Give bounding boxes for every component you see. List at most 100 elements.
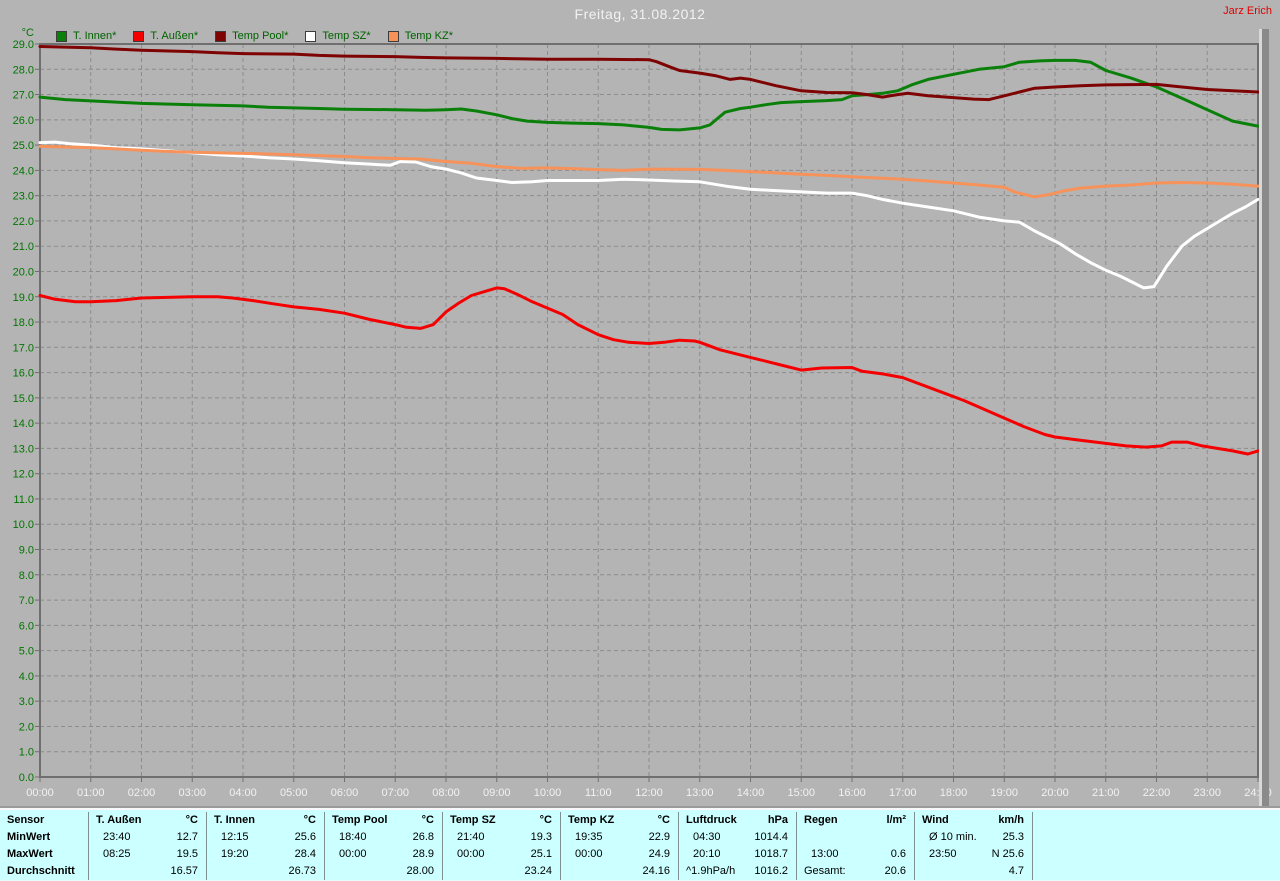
y-axis-tick-label: 6.0 bbox=[19, 620, 34, 632]
chart-pane: Freitag, 31.08.2012 Jarz Erich T. Innen*… bbox=[0, 0, 1280, 806]
stats-max-value: 25.1 bbox=[530, 848, 552, 860]
stats-avg-label bbox=[561, 863, 626, 880]
stats-min-value: 25.3 bbox=[1002, 831, 1024, 843]
stats-max-time: 00:00 bbox=[339, 848, 367, 860]
stats-min-value: 25.6 bbox=[294, 831, 316, 843]
stats-avg-label: ^1.9hPa/h bbox=[686, 865, 736, 877]
y-axis-tick-label: 28.0 bbox=[13, 64, 34, 76]
stats-col-header: T. Innen bbox=[214, 814, 255, 826]
stats-col-unit: °C bbox=[185, 814, 198, 826]
stats-max-time: 20:10 bbox=[693, 848, 721, 860]
stats-column-temp-pool: Temp Pool °C 18:40 26.8 00:00 28.9 28.00 bbox=[324, 812, 442, 880]
stats-min-time: 21:40 bbox=[457, 831, 485, 843]
y-axis-tick-label: 15.0 bbox=[13, 393, 34, 405]
y-axis-tick-label: 5.0 bbox=[19, 646, 34, 658]
stats-col-header: Wind bbox=[922, 814, 949, 826]
stats-col-header: Temp Pool bbox=[332, 814, 388, 826]
stats-avg-label bbox=[443, 863, 508, 880]
stats-col-unit: hPa bbox=[767, 814, 788, 826]
stats-min-value: 12.7 bbox=[176, 831, 198, 843]
stats-row-label: Sensor bbox=[7, 814, 45, 826]
x-axis-tick-label: 21:00 bbox=[1092, 787, 1120, 799]
x-axis-tick-label: 00:00 bbox=[26, 787, 54, 799]
legend-swatch-icon bbox=[56, 30, 67, 42]
series-line-temp-pool bbox=[38, 45, 1260, 102]
legend-item-label: Temp Pool* bbox=[232, 30, 289, 42]
stats-max-time: 00:00 bbox=[575, 848, 603, 860]
stats-max-time: 13:00 bbox=[811, 848, 839, 860]
chart-titlebar: Freitag, 31.08.2012 Jarz Erich bbox=[0, 0, 1280, 27]
stats-col-header: Luftdruck bbox=[686, 814, 737, 826]
stats-column-temp-sz: Temp SZ °C 21:40 19.3 00:00 25.1 23.24 bbox=[442, 812, 560, 880]
x-axis-tick-label: 20:00 bbox=[1041, 787, 1069, 799]
x-axis-tick-label: 11:00 bbox=[585, 787, 612, 799]
y-axis-tick-label: 2.0 bbox=[19, 721, 34, 733]
legend-item-label: T. Außen* bbox=[150, 30, 199, 42]
stats-column-luftdruck: Luftdruck hPa 04:30 1014.4 20:10 1018.7 ^1.9hP… bbox=[678, 812, 796, 880]
stats-row-labels: Sensor MinWert MaxWert Durchschnitt bbox=[0, 812, 88, 880]
legend-item-label: T. Innen* bbox=[73, 30, 117, 42]
stats-max-time: 19:20 bbox=[221, 848, 249, 860]
stats-min-time: 04:30 bbox=[693, 831, 721, 843]
legend-swatch-icon bbox=[305, 30, 317, 42]
author-label: Jarz Erich bbox=[1223, 5, 1272, 17]
stats-min-value: 19.3 bbox=[530, 831, 552, 843]
stats-row-label: Durchschnitt bbox=[7, 865, 75, 877]
legend-item-temp-sz: Temp SZ* bbox=[305, 30, 371, 42]
stats-column-temp-kz: Temp KZ °C 19:35 22.9 00:00 24.9 24.16 bbox=[560, 812, 678, 880]
y-axis-tick-label: 20.0 bbox=[13, 266, 34, 278]
x-axis-tick-label: 18:00 bbox=[940, 787, 968, 799]
pane-bevel-highlight bbox=[1259, 29, 1262, 806]
y-axis-unit-label: °C bbox=[22, 27, 34, 39]
stats-avg-label bbox=[89, 863, 154, 880]
x-axis-tick-label: 04:00 bbox=[229, 787, 257, 799]
stats-min-time: 23:40 bbox=[103, 831, 131, 843]
stats-col-unit: km/h bbox=[998, 814, 1024, 826]
y-axis-tick-label: 10.0 bbox=[13, 519, 34, 531]
stats-min-time bbox=[797, 829, 862, 846]
stats-row-label: MaxWert bbox=[7, 848, 53, 860]
stats-table-filler bbox=[1032, 812, 1280, 880]
stats-avg-value: 24.16 bbox=[642, 865, 670, 877]
x-axis-tick-label: 05:00 bbox=[280, 787, 308, 799]
x-axis-tick-label: 12:00 bbox=[635, 787, 663, 799]
x-axis-tick-label: 17:00 bbox=[889, 787, 917, 799]
legend-swatch-icon bbox=[215, 30, 227, 42]
x-axis-tick-label: 22:00 bbox=[1143, 787, 1171, 799]
stats-avg-value: 20.6 bbox=[884, 865, 906, 877]
pane-divider bbox=[0, 806, 1280, 810]
stats-min-time: 18:40 bbox=[339, 831, 367, 843]
stats-column-wind: Wind km/h Ø 10 min. 25.3 23:50 N 25.6 4.7 bbox=[914, 812, 1032, 880]
stats-min-time: Ø 10 min. bbox=[929, 831, 977, 843]
legend-item-t-innen: T. Innen* bbox=[56, 30, 116, 42]
y-axis-tick-label: 11.0 bbox=[13, 494, 34, 506]
x-axis-tick-label: 06:00 bbox=[331, 787, 359, 799]
x-axis-tick-label: 14:00 bbox=[737, 787, 765, 799]
y-axis-tick-label: 16.0 bbox=[13, 368, 34, 380]
y-axis-tick-label: 21.0 bbox=[13, 241, 34, 253]
stats-max-time: 00:00 bbox=[457, 848, 485, 860]
legend-item-t-au-en: T. Außen* bbox=[133, 30, 198, 42]
x-axis-tick-label: 03:00 bbox=[178, 787, 206, 799]
legend-item-label: Temp SZ* bbox=[322, 30, 371, 42]
stats-col-unit: °C bbox=[657, 814, 670, 826]
y-axis-tick-label: 25.0 bbox=[13, 140, 34, 152]
stats-column-regen: Regen l/m² 13:00 0.6 Gesamt: 20.6 bbox=[796, 812, 914, 880]
stats-column-t-innen: T. Innen °C 12:15 25.6 19:20 28.4 26.73 bbox=[206, 812, 324, 880]
y-axis-tick-label: 8.0 bbox=[19, 570, 34, 582]
y-axis-tick-label: 18.0 bbox=[13, 317, 34, 329]
y-axis-tick-label: 13.0 bbox=[13, 443, 34, 455]
x-axis-tick-label: 02:00 bbox=[128, 787, 156, 799]
x-axis-tick-label: 13:00 bbox=[686, 787, 714, 799]
stats-col-header: T. Außen bbox=[96, 814, 142, 826]
stats-col-unit: °C bbox=[303, 814, 316, 826]
legend-item-temp-pool: Temp Pool* bbox=[215, 30, 288, 42]
y-axis-tick-label: 3.0 bbox=[19, 696, 34, 708]
legend-swatch-icon bbox=[387, 30, 399, 42]
chart-canvas[interactable]: 0.0 1.0 2.0 3.0 4.0 5.0 6.0 7.0 8.0 9.0 10.0 11.0 12… bbox=[0, 0, 1280, 806]
stats-max-time: 23:50 bbox=[929, 848, 957, 860]
stats-col-header: Temp SZ bbox=[450, 814, 496, 826]
y-axis-tick-label: 19.0 bbox=[13, 292, 34, 304]
legend-swatch-icon bbox=[133, 30, 145, 42]
